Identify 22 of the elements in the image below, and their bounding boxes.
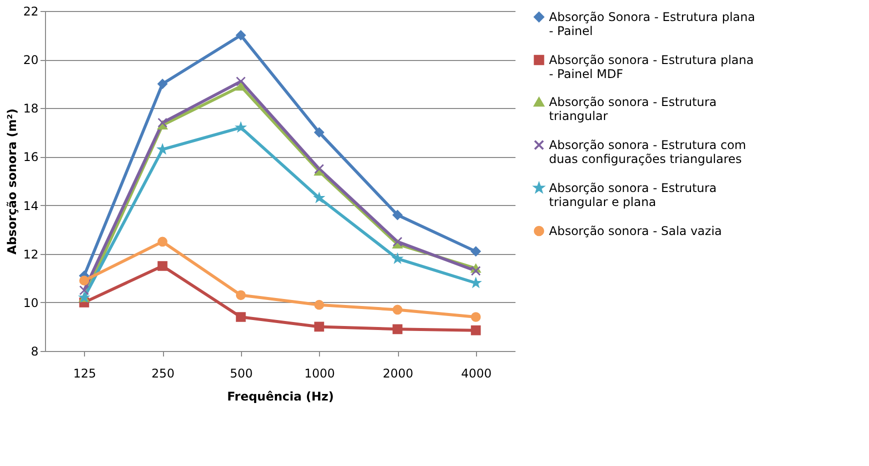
y-tick-label: 18 xyxy=(23,102,38,116)
y-tick-label: 14 xyxy=(23,198,38,213)
legend-label: Absorção sonora - Sala vazia xyxy=(549,224,722,238)
x-axis-title: Frequência (Hz) xyxy=(227,390,334,404)
y-tick-label: 20 xyxy=(23,53,38,68)
y-tick-label: 12 xyxy=(23,247,38,262)
y-tick-label: 10 xyxy=(23,296,38,310)
y-tick-label: 8 xyxy=(30,344,38,358)
y-tick-label: 22 xyxy=(23,4,38,18)
x-tick-label: 1000 xyxy=(304,366,335,380)
x-tick-label: 2000 xyxy=(382,366,414,380)
legend-label: Absorção sonora - Estrutura triangular xyxy=(549,95,717,123)
x-tick-label: 125 xyxy=(73,366,96,380)
y-axis-title: Absorção sonora (m²) xyxy=(5,108,20,254)
legend-label: Absorção sonora - Estrutura plana - Painel MDF xyxy=(549,53,754,81)
x-tick-label: 4000 xyxy=(461,366,492,380)
legend-label: Absorção Sonora - Estrutura plana - Painel xyxy=(549,10,756,38)
y-tick-label: 16 xyxy=(23,150,38,164)
legend-label: Absorção sonora - Estrutura triangular e plana xyxy=(549,181,717,209)
legend-label: Absorção sonora - Estrutura com duas configurações triangulares xyxy=(549,138,746,166)
x-tick-label: 250 xyxy=(152,366,174,380)
x-tick-label: 500 xyxy=(230,366,253,380)
